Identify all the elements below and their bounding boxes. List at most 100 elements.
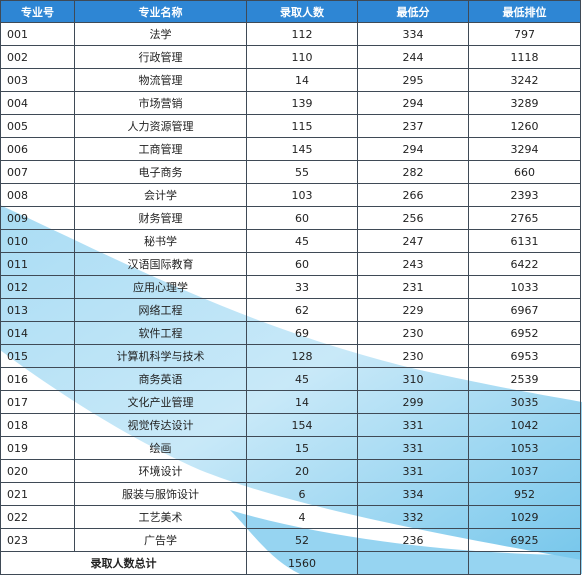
cell-min-score: 231 [357,275,469,299]
cell-admitted-count: 20 [246,459,358,483]
table-row: 017 文化产业管理 14 299 3035 [0,390,581,414]
cell-major-code: 016 [0,367,75,391]
cell-min-score: 294 [357,137,469,161]
table-footer: 录取人数总计 1560 [0,551,581,575]
table-row: 013 网络工程 62 229 6967 [0,298,581,322]
header-admitted-count: 录取人数 [246,0,358,23]
cell-min-rank: 3289 [468,91,581,115]
cell-major-code: 013 [0,298,75,322]
cell-major-code: 020 [0,459,75,483]
cell-major-code: 011 [0,252,75,276]
cell-min-rank: 6131 [468,229,581,253]
total-label: 录取人数总计 [0,551,247,575]
cell-min-rank: 6967 [468,298,581,322]
cell-major-name: 绘画 [74,436,247,460]
cell-min-score: 230 [357,344,469,368]
cell-admitted-count: 52 [246,528,358,552]
cell-min-score: 332 [357,505,469,529]
cell-min-score: 294 [357,91,469,115]
cell-min-rank: 6422 [468,252,581,276]
cell-major-code: 003 [0,68,75,92]
header-major-name: 专业名称 [74,0,247,23]
cell-major-code: 022 [0,505,75,529]
cell-min-rank: 952 [468,482,581,506]
cell-min-score: 299 [357,390,469,414]
cell-admitted-count: 55 [246,160,358,184]
total-value: 1560 [246,551,358,575]
cell-major-code: 018 [0,413,75,437]
cell-major-code: 015 [0,344,75,368]
table-row: 015 计算机科学与技术 128 230 6953 [0,344,581,368]
cell-major-code: 017 [0,390,75,414]
cell-min-rank: 1053 [468,436,581,460]
cell-admitted-count: 62 [246,298,358,322]
cell-major-name: 环境设计 [74,459,247,483]
table-row: 002 行政管理 110 244 1118 [0,45,581,69]
cell-major-code: 014 [0,321,75,345]
cell-major-name: 应用心理学 [74,275,247,299]
cell-admitted-count: 128 [246,344,358,368]
table-row: 014 软件工程 69 230 6952 [0,321,581,345]
cell-major-name: 计算机科学与技术 [74,344,247,368]
cell-admitted-count: 110 [246,45,358,69]
cell-admitted-count: 4 [246,505,358,529]
cell-admitted-count: 15 [246,436,358,460]
cell-major-name: 广告学 [74,528,247,552]
cell-min-rank: 2539 [468,367,581,391]
cell-major-name: 会计学 [74,183,247,207]
table-row: 020 环境设计 20 331 1037 [0,459,581,483]
cell-min-rank: 2393 [468,183,581,207]
cell-min-score: 230 [357,321,469,345]
table-row: 003 物流管理 14 295 3242 [0,68,581,92]
cell-major-code: 019 [0,436,75,460]
cell-major-name: 物流管理 [74,68,247,92]
cell-min-score: 282 [357,160,469,184]
cell-admitted-count: 33 [246,275,358,299]
cell-min-rank: 1033 [468,275,581,299]
table-row: 004 市场营销 139 294 3289 [0,91,581,115]
cell-min-score: 256 [357,206,469,230]
table-row: 022 工艺美术 4 332 1029 [0,505,581,529]
table-row: 008 会计学 103 266 2393 [0,183,581,207]
cell-min-rank: 1118 [468,45,581,69]
cell-major-code: 006 [0,137,75,161]
cell-major-name: 财务管理 [74,206,247,230]
cell-major-name: 软件工程 [74,321,247,345]
cell-major-name: 视觉传达设计 [74,413,247,437]
cell-admitted-count: 6 [246,482,358,506]
table-row: 006 工商管理 145 294 3294 [0,137,581,161]
cell-min-score: 229 [357,298,469,322]
cell-admitted-count: 112 [246,22,358,46]
cell-min-rank: 1029 [468,505,581,529]
cell-admitted-count: 139 [246,91,358,115]
cell-major-name: 工商管理 [74,137,247,161]
table-row: 023 广告学 52 236 6925 [0,528,581,552]
header-min-rank: 最低排位 [468,0,581,23]
total-empty-cell [357,551,469,575]
cell-admitted-count: 60 [246,252,358,276]
cell-min-rank: 2765 [468,206,581,230]
cell-major-name: 服装与服饰设计 [74,482,247,506]
cell-admitted-count: 60 [246,206,358,230]
cell-major-code: 012 [0,275,75,299]
cell-min-score: 331 [357,436,469,460]
cell-min-rank: 6925 [468,528,581,552]
cell-major-name: 文化产业管理 [74,390,247,414]
cell-admitted-count: 14 [246,390,358,414]
cell-major-name: 行政管理 [74,45,247,69]
table-row: 009 财务管理 60 256 2765 [0,206,581,230]
cell-admitted-count: 103 [246,183,358,207]
cell-major-code: 023 [0,528,75,552]
cell-min-rank: 3035 [468,390,581,414]
table-body: 001 法学 112 334 797 002 行政管理 110 244 1118 003 物流管理 14… [0,22,581,552]
cell-major-name: 商务英语 [74,367,247,391]
cell-admitted-count: 154 [246,413,358,437]
cell-major-name: 网络工程 [74,298,247,322]
cell-min-rank: 6953 [468,344,581,368]
cell-major-code: 004 [0,91,75,115]
cell-major-name: 电子商务 [74,160,247,184]
table-row: 018 视觉传达设计 154 331 1042 [0,413,581,437]
cell-major-code: 010 [0,229,75,253]
header-major-code: 专业号 [0,0,75,23]
